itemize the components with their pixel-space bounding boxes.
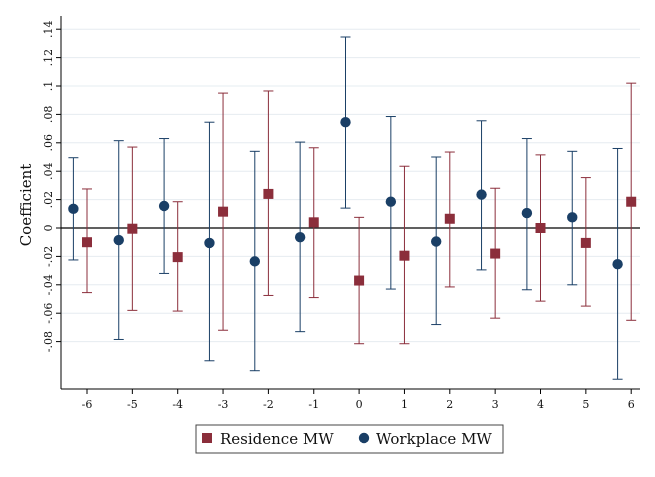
point-estimate-circle [68,203,79,215]
y-tick-label: .14 [42,20,55,38]
legend-workplace-marker [358,432,370,444]
point-estimate-square [626,196,637,207]
series-workplace-mw [68,36,623,380]
x-tick-label: -1 [308,398,319,411]
legend-residence-marker [202,433,212,443]
y-tick-label: .08 [42,106,55,124]
x-tick-label: -4 [172,398,183,411]
y-tick-label: .1 [42,81,55,92]
y-tick-label: .06 [42,134,55,152]
point-estimate-circle [567,212,578,223]
point-estimate-square [263,188,274,199]
point-estimate-square [218,206,229,217]
series-layer [68,36,637,380]
point-estimate-square [308,217,319,228]
legend-residence-label: Residence MW [220,430,334,448]
point-estimate-circle [430,236,442,247]
point-estimate-circle [249,256,260,267]
series-residence-mw [82,82,637,345]
x-tick-label: 5 [582,398,589,411]
point-estimate-square [399,250,410,261]
point-estimate-square [444,213,455,224]
legend-box [195,424,504,454]
y-axis-title: Coefficient [17,164,35,247]
y-tick-label: -.04 [42,274,55,295]
gridlines [61,28,640,343]
x-tick-label: -6 [82,398,93,411]
point-estimate-circle [521,207,533,219]
legend: Residence MW Workplace MW [195,424,504,454]
point-estimate-square [535,223,546,233]
y-tick-label: .12 [42,49,55,67]
x-tick-label: 3 [492,398,499,411]
point-estimate-circle [612,259,623,270]
point-estimate-circle [113,234,124,246]
x-tick-label: 1 [401,398,408,411]
x-tick-label: 6 [628,398,635,411]
x-tick-label: -5 [127,398,138,411]
legend-workplace-label: Workplace MW [376,430,492,448]
x-tick-label: 0 [356,398,363,411]
y-tick-label: -.08 [42,331,55,352]
x-tick-label: 4 [537,398,544,411]
point-estimate-circle [204,237,215,249]
y-tick-label: -.06 [42,303,55,324]
x-tick-label: 2 [446,398,453,411]
point-estimate-circle [340,117,351,128]
point-estimate-square [490,248,501,259]
x-tick-label: -3 [218,398,229,411]
point-estimate-circle [476,189,487,200]
y-tick-label: -.02 [42,246,55,267]
y-tick-label: .02 [42,191,55,209]
axes: -.08 -.06 -.04 -.02 0 .02 .04 .06 .08 .1 .12 .14 -6 -… [42,16,640,411]
point-estimate-square [354,275,365,286]
x-tick-label: -2 [263,398,274,411]
point-estimate-square [172,252,183,263]
point-estimate-circle [294,232,306,243]
point-estimate-circle [158,200,170,212]
y-tick-label: .04 [42,162,55,180]
point-estimate-square [127,223,138,234]
point-estimate-square [82,237,92,248]
point-estimate-square [580,237,591,248]
y-tick-label: 0 [42,225,55,232]
point-estimate-circle [385,196,397,207]
